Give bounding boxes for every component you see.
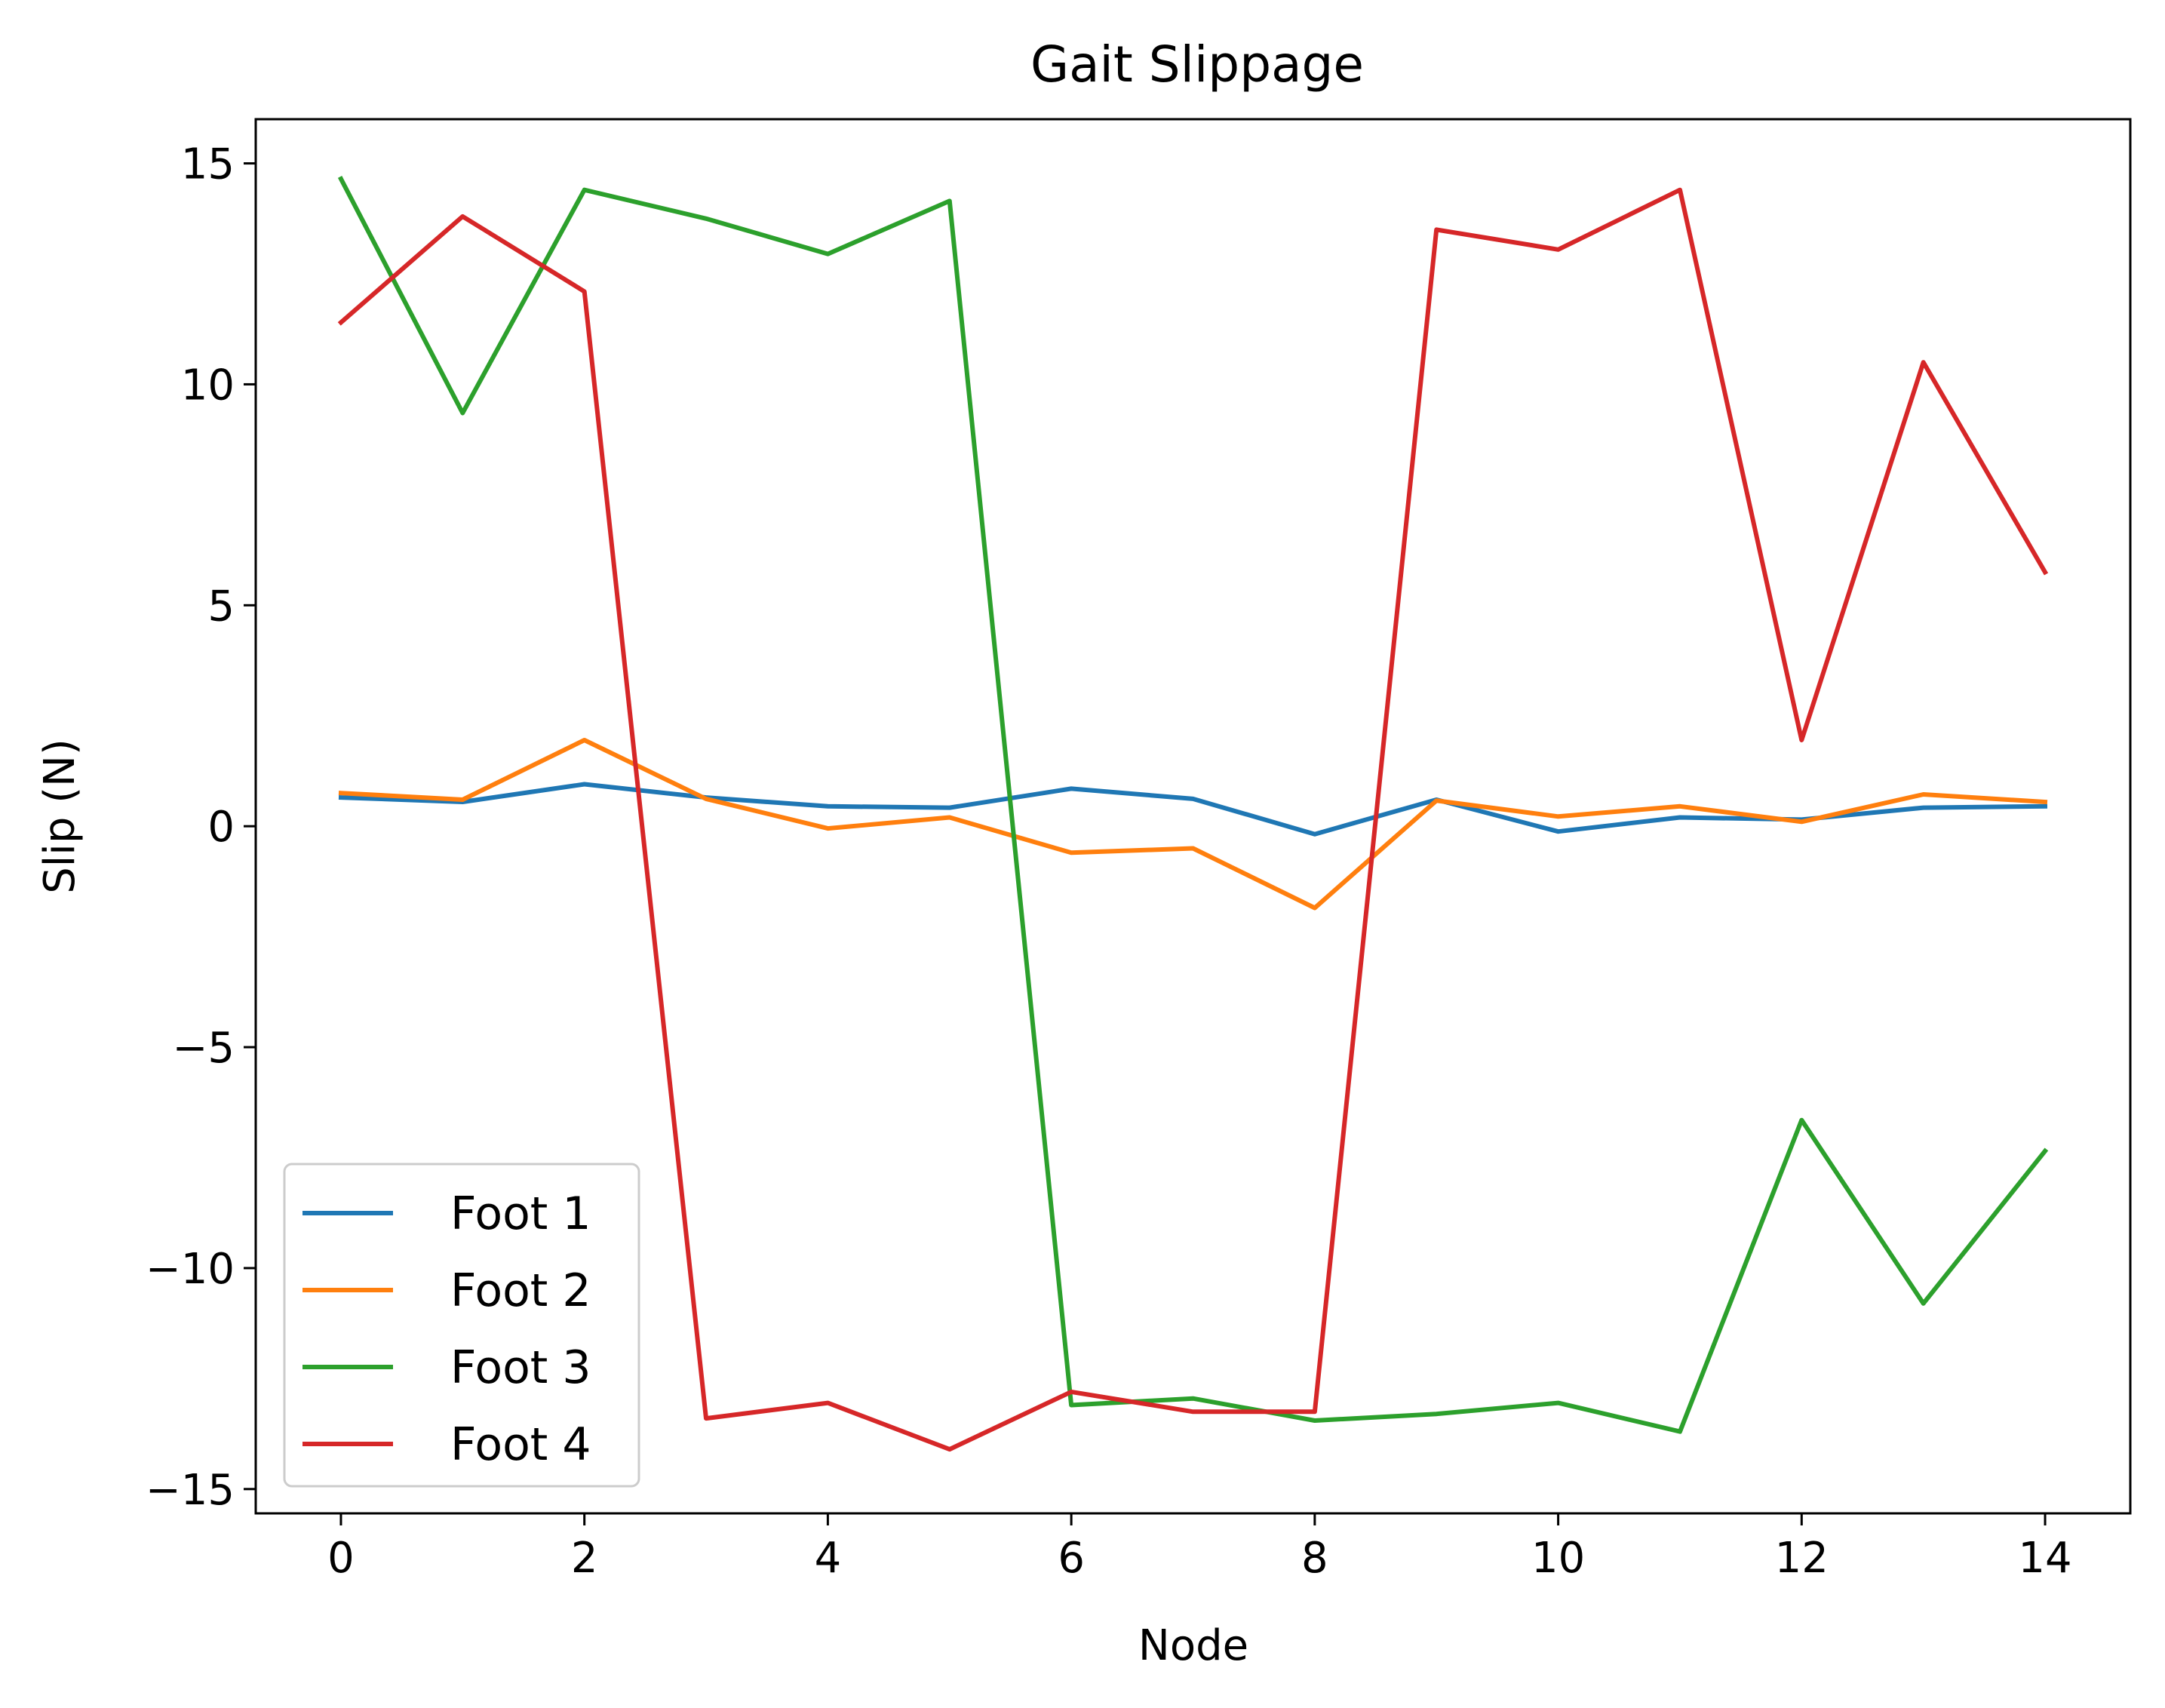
legend-label-foot-3: Foot 3 bbox=[450, 1341, 591, 1394]
x-tick-label: 6 bbox=[1058, 1534, 1085, 1583]
x-tick-label: 14 bbox=[2018, 1534, 2071, 1583]
chart-title: Gait Slippage bbox=[1030, 35, 1364, 94]
legend-label-foot-1: Foot 1 bbox=[450, 1187, 591, 1240]
y-tick-label: −5 bbox=[172, 1024, 235, 1073]
legend-box bbox=[283, 1163, 640, 1488]
y-tick-label: 15 bbox=[181, 140, 235, 189]
x-tick-label: 4 bbox=[815, 1534, 842, 1583]
y-tick-label: −15 bbox=[146, 1466, 235, 1515]
plot-frame bbox=[254, 118, 2132, 1515]
x-tick-label: 10 bbox=[1531, 1534, 1585, 1583]
legend: Foot 1 Foot 2 Foot 3 Foot 4 bbox=[283, 1163, 640, 1488]
series-line-foot-3 bbox=[337, 176, 2049, 1434]
series-line-foot-2 bbox=[338, 738, 2048, 911]
y-tick-label: 0 bbox=[207, 803, 235, 852]
x-tick-label: 8 bbox=[1301, 1534, 1328, 1583]
x-tick-label: 0 bbox=[327, 1534, 355, 1583]
series-line-foot-1 bbox=[338, 782, 2048, 837]
series-line-foot-4 bbox=[337, 187, 2049, 1452]
y-tick-label: 10 bbox=[181, 361, 235, 410]
y-axis: −15 −10 −5 0 5 10 15 bbox=[146, 140, 256, 1515]
y-tick-label: −10 bbox=[146, 1245, 235, 1294]
x-axis: 0 2 4 6 8 10 12 14 bbox=[327, 1513, 2072, 1583]
x-tick-label: 12 bbox=[1775, 1534, 1829, 1583]
legend-label-foot-2: Foot 2 bbox=[450, 1264, 591, 1317]
legend-label-foot-4: Foot 4 bbox=[450, 1418, 591, 1471]
x-axis-label: Node bbox=[1138, 1621, 1248, 1670]
plot-area bbox=[337, 176, 2049, 1452]
x-tick-label: 2 bbox=[571, 1534, 598, 1583]
y-axis-label: Slip (N) bbox=[35, 739, 84, 894]
y-tick-label: 5 bbox=[207, 582, 235, 631]
